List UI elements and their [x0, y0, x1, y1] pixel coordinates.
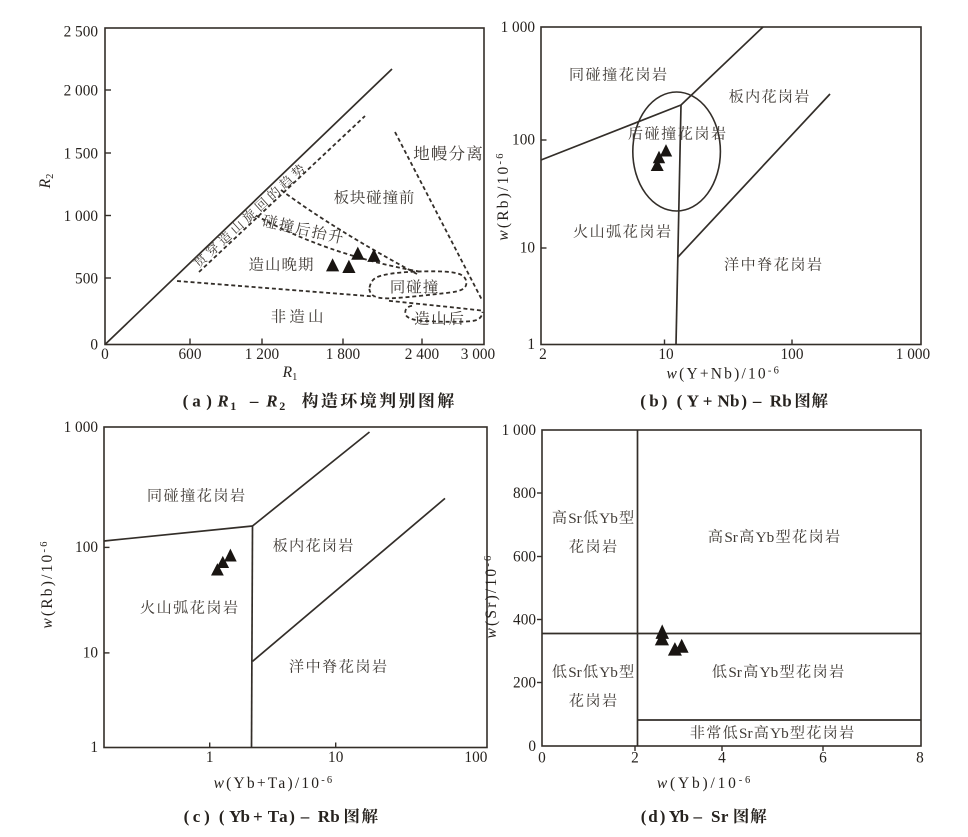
svg-text:r: r	[721, 807, 729, 826]
svg-text:6: 6	[819, 750, 827, 767]
svg-text:0: 0	[538, 750, 546, 767]
svg-text:(: (	[640, 392, 646, 411]
svg-text:+: +	[703, 392, 713, 411]
svg-text:b: b	[241, 807, 250, 826]
svg-text:w(Rb)/10-6: w(Rb)/10-6	[495, 151, 512, 240]
svg-text:R: R	[265, 392, 277, 411]
svg-text:S: S	[711, 807, 720, 826]
svg-text:1 800: 1 800	[326, 346, 361, 363]
svg-text:10: 10	[658, 346, 674, 363]
svg-text:1: 1	[230, 399, 236, 413]
svg-text:): )	[204, 807, 210, 826]
svg-text:8: 8	[916, 750, 924, 767]
svg-text:600: 600	[513, 549, 536, 566]
svg-text:1 500: 1 500	[64, 146, 99, 163]
svg-text:(: (	[183, 392, 189, 411]
svg-text:3 000: 3 000	[461, 346, 496, 363]
svg-text:Y: Y	[229, 807, 241, 826]
svg-text:R: R	[770, 392, 783, 411]
svg-text:2 000: 2 000	[64, 83, 99, 100]
svg-text:c: c	[193, 807, 201, 826]
svg-text:100: 100	[781, 346, 804, 363]
svg-text:w(Sr)/10-6: w(Sr)/10-6	[483, 553, 500, 638]
svg-text:500: 500	[75, 271, 98, 288]
svg-text:–: –	[693, 807, 703, 826]
svg-text:T: T	[268, 807, 280, 826]
svg-text:100: 100	[75, 539, 98, 556]
svg-text:800: 800	[513, 485, 536, 502]
svg-text:R2: R2	[37, 174, 56, 190]
svg-text:): )	[206, 392, 212, 411]
svg-text:Yb: Yb	[770, 725, 789, 742]
svg-text:(: (	[219, 807, 225, 826]
svg-text:(: (	[677, 392, 683, 411]
svg-text:a: a	[279, 807, 288, 826]
svg-text:a: a	[192, 392, 201, 411]
svg-text:): )	[289, 807, 295, 826]
svg-text:N: N	[718, 392, 731, 411]
svg-text:w(Yb)/10-6: w(Yb)/10-6	[657, 775, 753, 792]
svg-text:–: –	[249, 392, 259, 411]
svg-text:d: d	[648, 807, 658, 826]
svg-text:0: 0	[101, 346, 109, 363]
svg-text:0: 0	[528, 738, 536, 755]
svg-text:600: 600	[179, 346, 202, 363]
svg-text:200: 200	[513, 675, 536, 692]
svg-text:b: b	[782, 392, 791, 411]
svg-text:Yb: Yb	[599, 510, 618, 527]
svg-text:–: –	[752, 392, 762, 411]
svg-text:2 400: 2 400	[405, 346, 440, 363]
svg-text:w(Rb)/10-6: w(Rb)/10-6	[39, 539, 56, 628]
svg-text:10: 10	[328, 749, 344, 766]
svg-text:): )	[662, 392, 668, 411]
svg-text:+: +	[253, 807, 263, 826]
svg-text:w(Yb+Ta)/10-6: w(Yb+Ta)/10-6	[214, 775, 335, 792]
svg-text:1 200: 1 200	[245, 346, 280, 363]
svg-text:1 000: 1 000	[501, 19, 536, 36]
svg-text:0: 0	[90, 337, 98, 354]
svg-text:Yb: Yb	[599, 664, 618, 681]
svg-text:2: 2	[539, 346, 547, 363]
svg-text:1: 1	[90, 739, 98, 756]
svg-text:w(Y+Nb)/10-6: w(Y+Nb)/10-6	[667, 366, 782, 383]
svg-text:–: –	[300, 807, 310, 826]
svg-text:2: 2	[631, 750, 639, 767]
svg-text:1 000: 1 000	[64, 419, 99, 436]
svg-text:(: (	[641, 807, 647, 826]
svg-text:2: 2	[279, 399, 285, 413]
svg-text:1 000: 1 000	[896, 346, 931, 363]
svg-text:b: b	[680, 807, 689, 826]
svg-text:b: b	[649, 392, 658, 411]
svg-text:b: b	[330, 807, 339, 826]
svg-text:R1: R1	[282, 364, 298, 383]
svg-text:10: 10	[83, 645, 99, 662]
svg-text:): )	[660, 807, 666, 826]
svg-text:Yb: Yb	[760, 664, 779, 681]
svg-text:Sr: Sr	[739, 725, 753, 742]
svg-text:Yb: Yb	[756, 529, 775, 546]
svg-text:): )	[741, 392, 747, 411]
svg-text:10: 10	[520, 240, 536, 257]
svg-text:2 500: 2 500	[64, 24, 99, 41]
svg-text:100: 100	[464, 749, 487, 766]
svg-text:Y: Y	[669, 807, 681, 826]
svg-text:1 000: 1 000	[502, 422, 537, 439]
svg-text:100: 100	[512, 132, 535, 149]
svg-text:Sr: Sr	[728, 664, 742, 681]
svg-text:b: b	[730, 392, 739, 411]
svg-text:4: 4	[718, 750, 726, 767]
svg-text:R: R	[318, 807, 331, 826]
svg-text:(: (	[184, 807, 190, 826]
svg-text:R: R	[216, 392, 228, 411]
svg-text:1: 1	[527, 336, 535, 353]
svg-text:400: 400	[513, 612, 536, 629]
svg-text:1: 1	[206, 749, 214, 766]
svg-text:1 000: 1 000	[64, 208, 99, 225]
svg-text:Y: Y	[687, 392, 699, 411]
svg-text:Sr: Sr	[568, 510, 582, 527]
svg-text:Sr: Sr	[568, 664, 582, 681]
svg-text:Sr: Sr	[724, 529, 738, 546]
